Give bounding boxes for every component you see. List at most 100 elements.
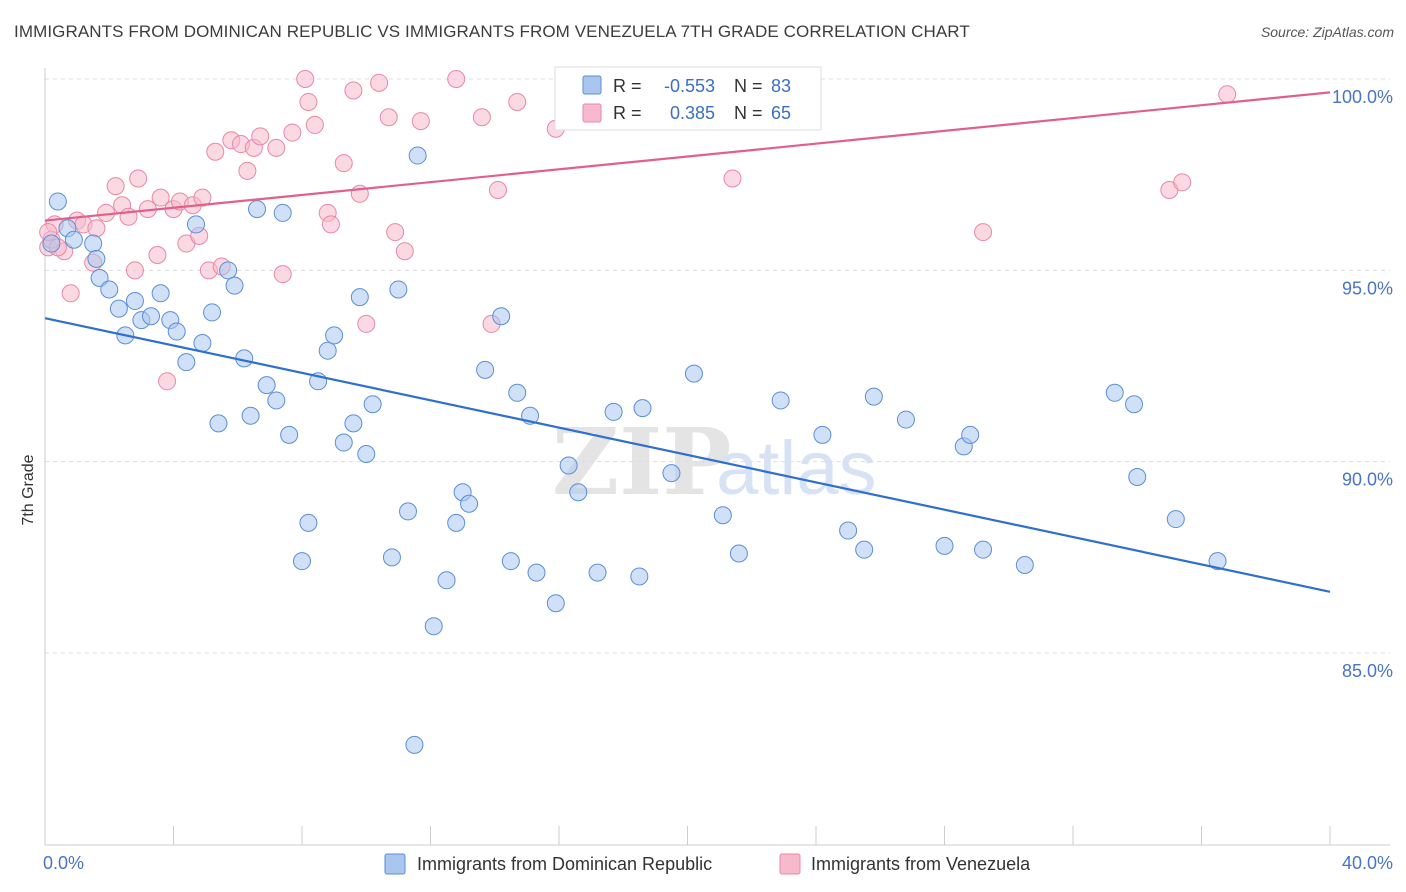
dominican-point-58 — [588, 563, 607, 582]
venezuela-point-49 — [472, 108, 491, 127]
dominican-point-66 — [771, 391, 790, 410]
venezuela-point-31 — [267, 138, 286, 157]
venezuela-point-52 — [508, 92, 527, 111]
dominican-point-51 — [501, 552, 520, 571]
venezuela-point-15 — [151, 188, 170, 207]
dominican-point-81 — [1208, 552, 1227, 571]
trend-lines — [44, 91, 1331, 593]
venezuela-point-33 — [283, 123, 302, 142]
y-tick-label-0: 85.0% — [1342, 661, 1393, 681]
dominican-point-5 — [90, 268, 109, 287]
dominican-point-21 — [225, 276, 244, 295]
y-tick-label-2: 95.0% — [1342, 278, 1393, 298]
dominican-point-75 — [974, 540, 993, 559]
legend-r-label-pink: R = — [613, 103, 642, 123]
dominican-point-62 — [662, 464, 681, 483]
dominican-point-72 — [935, 536, 954, 555]
venezuela-point-8 — [106, 177, 125, 196]
dominican-point-65 — [729, 544, 748, 563]
dominican-point-26 — [267, 391, 286, 410]
dominican-point-11 — [142, 307, 161, 326]
bottom-legend-swatch-blue — [384, 853, 406, 875]
dominican-point-55 — [546, 594, 565, 613]
dominican-point-52 — [508, 383, 527, 402]
dominican-point-80 — [1166, 510, 1185, 529]
venezuela-point-47 — [411, 112, 430, 131]
dominican-point-32 — [318, 341, 337, 360]
dominican-point-42 — [405, 735, 424, 754]
y-axis-label: 7th Grade — [20, 454, 37, 525]
dominican-point-19 — [209, 414, 228, 433]
dominican-point-60 — [630, 567, 649, 586]
series-venezuela-points — [39, 70, 1237, 391]
dominican-point-71 — [896, 410, 915, 429]
dominican-point-23 — [241, 406, 260, 425]
stats-legend: R = -0.553 N = 83 R = 0.385 N = 65 — [554, 66, 822, 131]
dominican-point-7 — [109, 299, 128, 318]
axes — [44, 68, 1390, 846]
dominican-point-45 — [437, 571, 456, 590]
dominican-point-35 — [344, 414, 363, 433]
dominican-point-30 — [299, 513, 318, 532]
x-tick-label-min: 0.0% — [43, 853, 84, 873]
dominican-point-33 — [325, 326, 344, 345]
dominican-point-34 — [334, 433, 353, 452]
venezuela-point-55 — [723, 169, 742, 188]
venezuela-point-30 — [251, 127, 270, 146]
dominican-point-9 — [125, 291, 144, 310]
venezuela-point-39 — [334, 154, 353, 173]
venezuela-point-51 — [488, 180, 507, 199]
venezuela-point-46 — [395, 242, 414, 261]
dominican-point-82 — [42, 234, 61, 253]
dominican-point-49 — [476, 360, 495, 379]
dominican-point-48 — [460, 494, 479, 513]
legend-swatch-pink — [582, 103, 602, 123]
venezuela-point-32 — [273, 265, 292, 284]
dominican-point-67 — [813, 425, 832, 444]
dominican-point-68 — [839, 521, 858, 540]
dominican-point-79 — [1128, 467, 1147, 486]
dominican-point-36 — [350, 288, 369, 307]
venezuela-point-57 — [974, 223, 993, 242]
venezuela-point-34 — [296, 70, 315, 88]
dominican-point-6 — [100, 280, 119, 299]
venezuela-point-35 — [299, 92, 318, 111]
venezuela-point-40 — [344, 81, 363, 100]
dominican-point-76 — [1015, 555, 1034, 574]
venezuela-point-36 — [305, 115, 324, 134]
venezuela-point-22 — [193, 188, 212, 207]
dominican-point-12 — [151, 284, 170, 303]
legend-r-value-pink: 0.385 — [670, 103, 715, 123]
dominican-point-41 — [399, 502, 418, 521]
legend-n-label-pink: N = — [734, 103, 763, 123]
dominican-point-4 — [87, 249, 106, 268]
dominican-point-3 — [84, 234, 103, 253]
dominican-point-43 — [408, 146, 427, 165]
y-tick-label-3: 100.0% — [1332, 87, 1393, 107]
dominican-point-77 — [1105, 383, 1124, 402]
dominican-point-16 — [186, 215, 205, 234]
venezuela-point-28 — [238, 161, 257, 180]
source-label: Source: ZipAtlas.com — [1260, 24, 1394, 40]
y-tick-label-1: 90.0% — [1342, 470, 1393, 490]
dominican-point-46 — [447, 513, 466, 532]
legend-swatch-blue — [582, 75, 602, 95]
dominican-trend-line — [44, 317, 1331, 593]
venezuela-point-44 — [379, 108, 398, 127]
venezuela-point-2 — [61, 284, 80, 303]
watermark-atlas: atlas — [716, 426, 877, 511]
dominican-point-70 — [864, 387, 883, 406]
dominican-point-57 — [569, 483, 588, 502]
dominican-point-37 — [357, 445, 376, 464]
dominican-point-18 — [203, 303, 222, 322]
dominican-point-17 — [193, 334, 212, 353]
dominican-point-14 — [167, 322, 186, 341]
dominican-point-2 — [64, 230, 83, 249]
series-legend: Immigrants from Dominican Republic Immig… — [384, 853, 1031, 875]
dominican-point-63 — [684, 364, 703, 383]
dominican-point-27 — [273, 203, 292, 222]
dominican-point-59 — [604, 402, 623, 421]
venezuela-point-48 — [447, 70, 466, 88]
venezuela-point-14 — [148, 246, 167, 265]
